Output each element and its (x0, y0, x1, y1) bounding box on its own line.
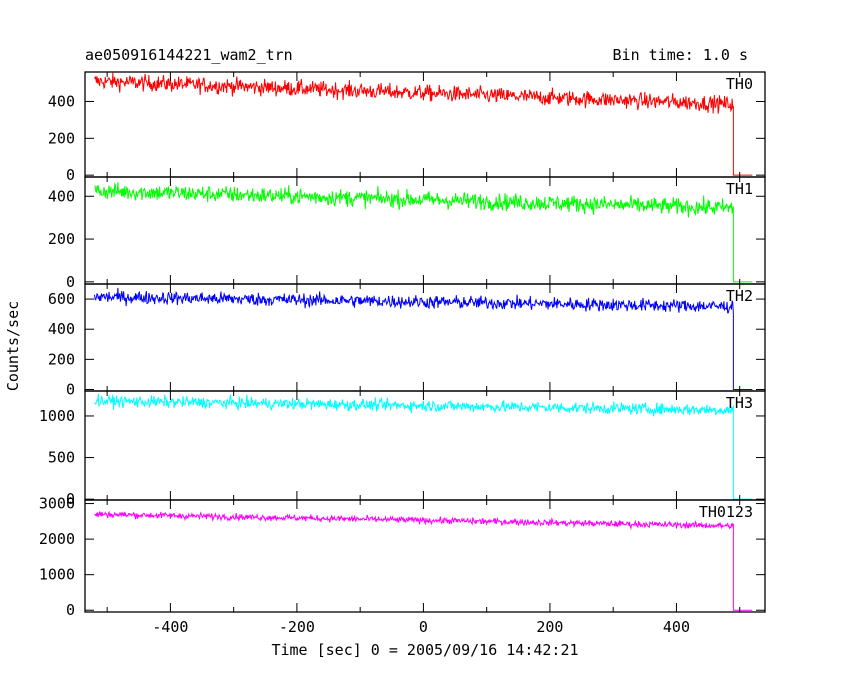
y-tick-label: 0 (66, 273, 75, 291)
x-tick-label: 0 (419, 618, 428, 636)
y-tick-label: 200 (48, 350, 75, 368)
chart-subtitle: Bin time: 1.0 s (613, 46, 748, 64)
y-tick-label: 400 (48, 92, 75, 110)
y-tick-label: 0 (66, 380, 75, 398)
y-tick-label: 0 (66, 166, 75, 184)
panel-label: TH1 (726, 180, 753, 198)
y-tick-label: 2000 (39, 530, 75, 548)
panel-frame (84, 283, 766, 392)
series-line-th1 (94, 182, 753, 283)
panel-label: TH0123 (699, 503, 753, 521)
panel-label: TH0 (726, 75, 753, 93)
panel-th2: 0 200 400 600 TH2 (48, 283, 766, 398)
x-tick-label: 200 (536, 618, 563, 636)
y-axis-label: Counts/sec (4, 301, 22, 391)
y-tick-label: 200 (48, 230, 75, 248)
y-tick-label: 0 (66, 601, 75, 619)
series-line-th0123 (94, 510, 753, 611)
panel-th1: 0 200 400 TH1 (48, 176, 766, 291)
x-tick-label: -200 (279, 618, 315, 636)
y-tick-label: 1000 (39, 407, 75, 425)
y-tick-label: 1000 (39, 566, 75, 584)
series-line-th2 (93, 287, 753, 390)
series-line-th3 (94, 393, 753, 500)
panel-frame (84, 499, 766, 613)
y-tick-label: 600 (48, 290, 75, 308)
y-tick-label: 3000 (39, 495, 75, 513)
panel-label: TH3 (726, 394, 753, 412)
y-tick-label: 500 (48, 449, 75, 467)
panels: 0 200 400 TH0 0 200 400 TH1 0 200 400 600 TH2 0 500 100… (39, 71, 766, 636)
x-tick-label: 400 (663, 618, 690, 636)
y-tick-label: 0 (66, 490, 75, 508)
chart-title: ae050916144221_wam2_trn (85, 46, 293, 64)
panel-th0: 0 200 400 TH0 (48, 71, 766, 184)
series-line-th0 (94, 72, 753, 176)
y-tick-label: 400 (48, 187, 75, 205)
y-tick-label: 400 (48, 320, 75, 338)
panel-th3: 0 500 1000 TH3 (39, 390, 766, 508)
y-tick-label: 200 (48, 129, 75, 147)
x-tick-label: -400 (152, 618, 188, 636)
panel-frame (84, 176, 766, 285)
panel-label: TH2 (726, 287, 753, 305)
x-axis-label: Time [sec] 0 = 2005/09/16 14:42:21 (271, 641, 578, 659)
panel-th0123: 0 1000 2000 3000 TH0123 (39, 495, 766, 619)
